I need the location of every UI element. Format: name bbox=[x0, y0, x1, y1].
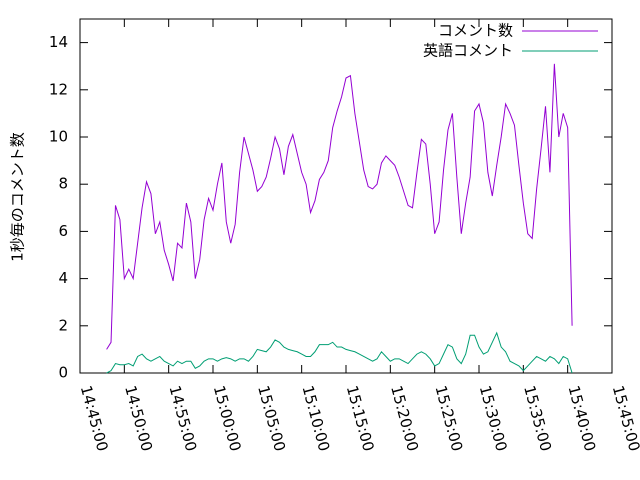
y-axis-label: 1秒毎のコメント数 bbox=[9, 132, 27, 262]
x-tick-label: 15:20:00 bbox=[387, 384, 422, 454]
y-tick-label: 0 bbox=[58, 364, 68, 382]
y-tick-label: 8 bbox=[58, 175, 68, 193]
x-tick-label: 15:40:00 bbox=[564, 384, 599, 454]
x-tick-label: 14:45:00 bbox=[77, 384, 112, 454]
x-tick-label: 15:05:00 bbox=[254, 384, 289, 454]
x-tick-label: 15:00:00 bbox=[210, 384, 245, 454]
x-tick-label: 15:25:00 bbox=[431, 384, 466, 454]
x-tick-label: 15:30:00 bbox=[476, 384, 511, 454]
data-line bbox=[106, 331, 573, 374]
y-tick-label: 6 bbox=[58, 222, 68, 240]
y-tick-label: 2 bbox=[58, 316, 68, 334]
legend-label: コメント数 bbox=[438, 22, 513, 40]
x-tick-label: 15:10:00 bbox=[298, 384, 333, 454]
y-tick-label: 4 bbox=[58, 269, 68, 287]
x-tick-label: 14:50:00 bbox=[121, 384, 156, 454]
x-tick-label: 15:35:00 bbox=[520, 384, 555, 454]
data-line bbox=[106, 63, 573, 350]
plot-frame bbox=[79, 18, 613, 374]
y-tick-label: 14 bbox=[49, 33, 68, 51]
y-tick-label: 10 bbox=[49, 128, 68, 146]
x-tick-label: 14:55:00 bbox=[165, 384, 200, 454]
x-tick-label: 15:15:00 bbox=[343, 384, 378, 454]
legend-label: 英語コメント bbox=[423, 42, 513, 60]
x-tick-label: 15:45:00 bbox=[609, 384, 640, 454]
y-tick-label: 12 bbox=[49, 80, 68, 98]
